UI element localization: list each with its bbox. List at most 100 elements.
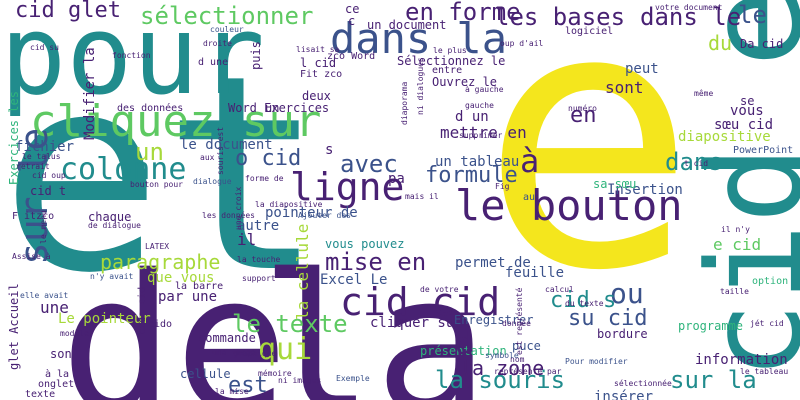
cloud-word: information: [695, 352, 788, 368]
cloud-word: jét cid: [750, 319, 784, 328]
cloud-word: il: [237, 230, 257, 249]
cloud-word: la: [260, 234, 489, 400]
cloud-word: modèle: [60, 329, 89, 338]
cloud-word: mettre en: [440, 123, 527, 142]
cloud-word: calcul: [545, 285, 574, 294]
cloud-word: un: [265, 101, 280, 115]
cloud-word: mémoire: [258, 369, 292, 378]
cloud-word: le bouton: [455, 181, 683, 230]
cloud-word: numéro: [568, 104, 597, 113]
cloud-word: e cid: [713, 235, 762, 254]
cloud-word: cido cid: [137, 286, 148, 335]
cloud-word: F itzco: [12, 211, 55, 222]
cloud-word: la touche: [237, 255, 281, 264]
cloud-word: fichier: [15, 139, 75, 155]
cloud-word: la cellule: [293, 223, 312, 320]
cloud-word: que vous: [147, 270, 215, 286]
cloud-word: cliquez sur: [30, 96, 322, 147]
cloud-word: sœu cid: [714, 117, 774, 133]
cloud-word: graphique: [233, 349, 277, 358]
cloud-word: en forme: [405, 0, 521, 26]
cloud-word: représenté par: [494, 367, 562, 376]
cloud-word: d: [455, 327, 474, 362]
cloud-word: Pour modifier: [565, 357, 628, 366]
cloud-word: votre document: [655, 3, 723, 12]
cloud-word: se: [740, 94, 755, 108]
cloud-word: sélectionnée: [614, 379, 672, 388]
cloud-word: le menu: [39, 210, 48, 244]
cloud-word: la diapositive: [255, 200, 323, 209]
cloud-word: oup d'ail: [500, 39, 544, 48]
cloud-word: sélectionner: [140, 2, 314, 30]
cloud-word: la barre: [175, 281, 224, 292]
cloud-word: des données: [117, 103, 184, 114]
cloud-word: programme: [678, 319, 744, 333]
cloud-word: cid su: [30, 43, 59, 52]
cloud-word: cid s: [550, 288, 617, 313]
cloud-word: de votre: [420, 285, 459, 294]
cloud-word: supprimer: [459, 131, 503, 140]
cloud-word: cid t: [30, 184, 67, 198]
cloud-word: puis: [249, 41, 263, 70]
cloud-word: de dialogue: [88, 221, 141, 230]
cloud-word: peut: [625, 61, 659, 77]
cloud-word: une croix: [234, 186, 243, 230]
cloud-word: diaporama: [400, 81, 409, 125]
cloud-word: un document: [367, 18, 447, 32]
cloud-word: paragraphe: [100, 250, 221, 274]
cloud-word: retrait: [16, 162, 50, 171]
cloud-word: permet de: [455, 255, 531, 271]
cloud-word: l cid: [300, 56, 337, 70]
cloud-word: n'y avait: [90, 272, 134, 281]
cloud-word: forme de: [245, 174, 284, 183]
cloud-word: e: [480, 0, 697, 349]
cloud-word: mais il: [405, 192, 439, 201]
cloud-word: chaque: [88, 210, 132, 224]
cloud-word: Modifier la: [82, 47, 98, 140]
cloud-word: le plus: [433, 46, 467, 55]
cloud-word: dans le: [640, 3, 742, 31]
cloud-word: vous pouvez: [325, 237, 405, 251]
cloud-word: ni images: [278, 376, 322, 385]
cloud-word: un tableau: [435, 154, 520, 170]
cloud-word: puce: [512, 339, 541, 353]
cloud-word: la mise: [215, 387, 249, 396]
cloud-word: pa: [388, 171, 405, 187]
cloud-word: pour: [0, 0, 265, 119]
cloud-word: glet Accueil: [7, 283, 21, 370]
cloud-word: zco Word: [327, 51, 376, 62]
cloud-word: sa sœu: [593, 177, 637, 191]
cloud-word: diapositive: [678, 129, 771, 145]
cloud-word: cid oup: [32, 171, 66, 180]
cloud-word: entre: [432, 65, 463, 76]
cloud-word: bordure: [597, 327, 648, 341]
cloud-word: cliquer sur: [370, 315, 463, 331]
cloud-word: logiciel: [565, 26, 614, 37]
cloud-word: même: [694, 89, 714, 98]
cloud-word: Ajouter des: [298, 211, 351, 220]
cloud-word: Ouvrez le: [432, 75, 498, 89]
cloud-word: texte: [25, 389, 56, 400]
cloud-word: ce: [345, 2, 360, 16]
cloud-word: cid glet: [15, 0, 121, 23]
cloud-word: qui: [258, 332, 313, 367]
cloud-word: gauche: [465, 101, 494, 110]
cloud-word: c: [348, 14, 356, 28]
cloud-word: lisait sa: [296, 45, 340, 54]
cloud-word: à: [520, 142, 540, 180]
cloud-word: o cid: [235, 146, 302, 171]
cloud-word: Word Exercices: [228, 101, 330, 115]
cloud-word: taille: [720, 287, 749, 296]
cloud-word: le tableau: [740, 367, 789, 376]
cloud-word: Enregistrer: [454, 313, 534, 327]
cloud-word: à gauche: [465, 85, 504, 94]
cloud-word: ligne: [290, 165, 405, 209]
cloud-word: couleur: [210, 25, 244, 34]
cloud-word: Fit zco: [300, 69, 343, 80]
cloud-word: formule: [425, 163, 518, 188]
cloud-word: de: [60, 234, 289, 400]
cloud-word: autre: [237, 218, 280, 234]
cloud-word: sont: [605, 78, 644, 97]
cloud-word: dialogue: [193, 177, 232, 186]
cloud-word: par une: [158, 289, 218, 305]
